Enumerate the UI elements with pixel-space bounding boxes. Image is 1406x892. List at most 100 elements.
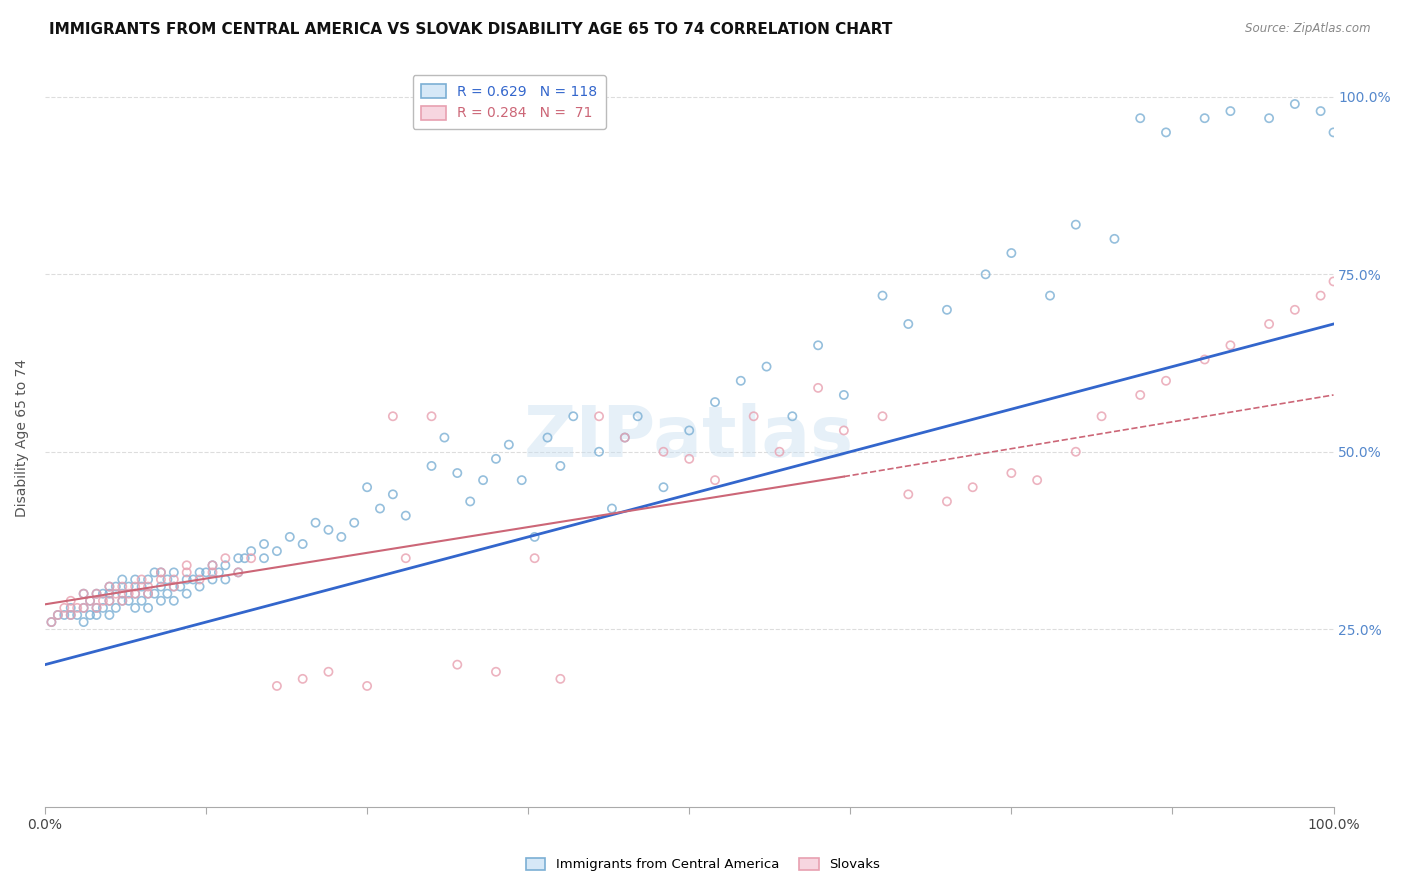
Point (1154, 374, 1177, 388)
Point (1258, 317, 1281, 331)
Point (46, 607, 69, 622)
Point (111, 594, 134, 608)
Point (72, 600, 94, 615)
Point (163, 580, 186, 594)
Point (433, 431, 456, 445)
Point (156, 573, 179, 587)
Point (356, 679, 378, 693)
Point (79, 594, 101, 608)
Point (124, 580, 146, 594)
Point (59, 607, 82, 622)
Point (201, 566, 224, 580)
Point (1064, 444, 1087, 458)
Point (53, 600, 76, 615)
Point (201, 558, 224, 573)
Point (446, 657, 468, 672)
Point (91, 600, 114, 615)
Point (118, 587, 141, 601)
Point (936, 494, 959, 508)
Point (318, 665, 340, 679)
Point (613, 431, 636, 445)
Point (149, 566, 172, 580)
Point (136, 580, 159, 594)
Point (523, 551, 546, 566)
Point (1000, 466, 1022, 480)
Point (131, 580, 153, 594)
Point (588, 409, 610, 424)
Point (936, 302, 959, 317)
Point (872, 288, 894, 302)
Point (176, 558, 198, 573)
Point (208, 566, 231, 580)
Point (149, 573, 172, 587)
Point (59, 607, 82, 622)
Point (420, 458, 443, 473)
Point (188, 573, 211, 587)
Point (53, 607, 76, 622)
Point (381, 487, 404, 501)
Point (91, 587, 114, 601)
Point (176, 573, 198, 587)
Point (72, 600, 94, 615)
Point (562, 409, 585, 424)
Point (1322, 275, 1344, 289)
Point (1000, 246, 1022, 260)
Point (98, 580, 121, 594)
Point (523, 530, 546, 544)
Point (1258, 112, 1281, 126)
Point (356, 480, 378, 494)
Point (111, 587, 134, 601)
Point (832, 388, 855, 402)
Point (226, 566, 249, 580)
Point (176, 566, 198, 580)
Point (226, 551, 249, 566)
Point (118, 594, 141, 608)
Point (136, 587, 159, 601)
Point (343, 516, 366, 530)
Point (1039, 288, 1062, 302)
Point (240, 551, 263, 566)
Point (678, 424, 700, 438)
Point (188, 566, 211, 580)
Point (169, 580, 191, 594)
Point (588, 444, 610, 458)
Point (1026, 473, 1049, 487)
Point (304, 516, 326, 530)
Point (124, 600, 146, 615)
Point (395, 551, 418, 566)
Point (446, 466, 468, 480)
Point (807, 381, 830, 395)
Point (124, 573, 146, 587)
Point (678, 451, 700, 466)
Point (1129, 388, 1152, 402)
Text: IMMIGRANTS FROM CENTRAL AMERICA VS SLOVAK DISABILITY AGE 65 TO 74 CORRELATION CH: IMMIGRANTS FROM CENTRAL AMERICA VS SLOVA… (49, 22, 893, 37)
Point (149, 594, 172, 608)
Point (330, 530, 353, 544)
Point (704, 395, 727, 409)
Point (79, 607, 101, 622)
Point (111, 594, 134, 608)
Point (485, 451, 508, 466)
Point (86, 587, 108, 601)
Point (1194, 352, 1216, 367)
Legend: Immigrants from Central America, Slovaks: Immigrants from Central America, Slovaks (520, 853, 886, 877)
Point (768, 444, 790, 458)
Point (266, 544, 288, 558)
Point (214, 558, 236, 573)
Point (124, 587, 146, 601)
Point (1309, 104, 1331, 119)
Point (59, 594, 82, 608)
Point (111, 580, 134, 594)
Text: Source: ZipAtlas.com: Source: ZipAtlas.com (1246, 22, 1371, 36)
Point (72, 587, 94, 601)
Point (253, 537, 276, 551)
Point (550, 458, 572, 473)
Point (163, 566, 186, 580)
Point (118, 580, 141, 594)
Point (214, 573, 236, 587)
Point (730, 374, 752, 388)
Point (318, 523, 340, 537)
Point (536, 431, 558, 445)
Point (1284, 302, 1306, 317)
Point (79, 594, 101, 608)
